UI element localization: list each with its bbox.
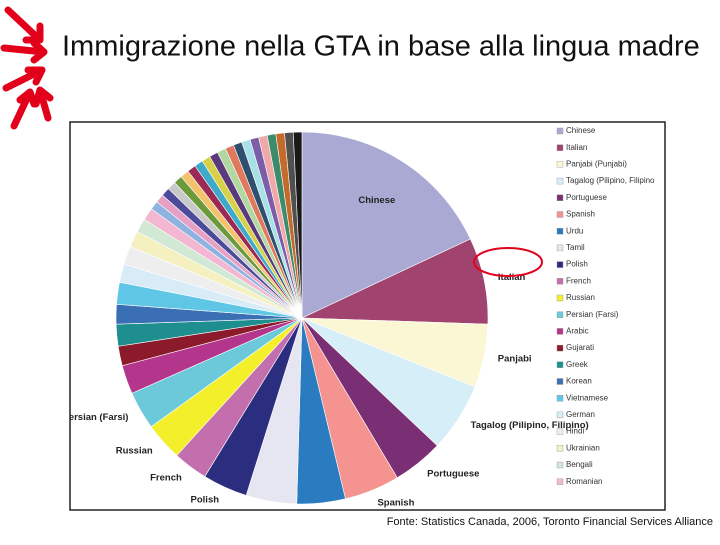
legend-label: Hindi bbox=[566, 427, 584, 436]
legend-swatch bbox=[556, 177, 564, 185]
legend-swatch bbox=[556, 227, 564, 235]
legend-swatch bbox=[556, 361, 564, 368]
legend-label: Romanian bbox=[566, 477, 602, 486]
legend-swatch bbox=[556, 127, 564, 135]
slice-label: Urdu bbox=[312, 511, 334, 522]
legend-label: Italian bbox=[566, 143, 587, 152]
legend-label: Tamil bbox=[566, 243, 585, 252]
slice-label: Tamil bbox=[257, 510, 281, 521]
legend-label: Portuguese bbox=[566, 193, 607, 202]
chart: Chinese Italian Panjabi Tagalog (Pilipino, … bbox=[62, 126, 655, 522]
logo bbox=[0, 6, 54, 130]
legend-swatch bbox=[556, 428, 564, 435]
slice-label: Persian (Farsi) bbox=[62, 412, 128, 423]
slice-label: Panjabi bbox=[498, 353, 532, 364]
pie-slice bbox=[301, 131, 471, 319]
legend-swatch bbox=[556, 261, 564, 268]
slice-label: Tagalog (Pilipino, Filipino) bbox=[471, 420, 589, 431]
slice-label: Italian bbox=[498, 272, 526, 283]
slide-title: Immigrazione nella GTA in base alla ling… bbox=[62, 31, 700, 63]
legend-label: Korean bbox=[566, 377, 592, 386]
legend-label: Vietnamese bbox=[566, 393, 609, 402]
legend-swatch bbox=[556, 211, 564, 218]
legend-label: Bengali bbox=[566, 460, 593, 469]
legend-label: Urdu bbox=[566, 226, 583, 235]
legend-label: Gujarati bbox=[566, 343, 594, 352]
legend-swatch bbox=[556, 194, 564, 202]
legend-swatch bbox=[556, 244, 564, 252]
legend-swatch bbox=[556, 445, 564, 452]
legend-label: Spanish bbox=[566, 210, 595, 219]
legend-swatch bbox=[556, 161, 564, 168]
legend-swatch bbox=[556, 378, 564, 385]
highlight-ellipse bbox=[473, 247, 543, 277]
legend-label: French bbox=[566, 276, 591, 285]
legend-swatch bbox=[556, 344, 564, 352]
slice-label: Portuguese bbox=[427, 469, 479, 480]
legend-label: Arabic bbox=[566, 327, 589, 336]
legend-label: Greek bbox=[566, 360, 589, 369]
legend-swatch bbox=[556, 395, 564, 402]
legend-label: Panjabi (Punjabi) bbox=[566, 160, 627, 169]
legend-swatch bbox=[556, 311, 564, 318]
legend-label: Ukrainian bbox=[566, 443, 600, 452]
legend-swatch bbox=[556, 411, 564, 419]
pie-slice bbox=[292, 131, 303, 319]
slice-label: Polish bbox=[191, 495, 220, 506]
source-note: Fonte: Statistics Canada, 2006, Toronto … bbox=[387, 516, 713, 528]
slice-label: Chinese bbox=[358, 195, 395, 206]
legend-label: German bbox=[566, 410, 595, 419]
legend-swatch bbox=[556, 144, 564, 151]
legend-swatch bbox=[556, 278, 564, 285]
legend-swatch bbox=[556, 461, 564, 469]
slice-label: French bbox=[150, 472, 182, 483]
legend-label: Chinese bbox=[566, 126, 596, 135]
legend-swatch bbox=[556, 328, 564, 335]
legend-swatch bbox=[556, 478, 564, 485]
legend-label: Polish bbox=[566, 260, 588, 269]
legend-swatch bbox=[556, 294, 564, 302]
slice-label: Spanish bbox=[377, 498, 414, 509]
legend-label: Russian bbox=[566, 293, 595, 302]
slice-label: Russian bbox=[116, 446, 153, 457]
legend-label: Tagalog (Pilipino, Filipino bbox=[566, 176, 655, 185]
legend-label: Persian (Farsi) bbox=[566, 310, 619, 319]
